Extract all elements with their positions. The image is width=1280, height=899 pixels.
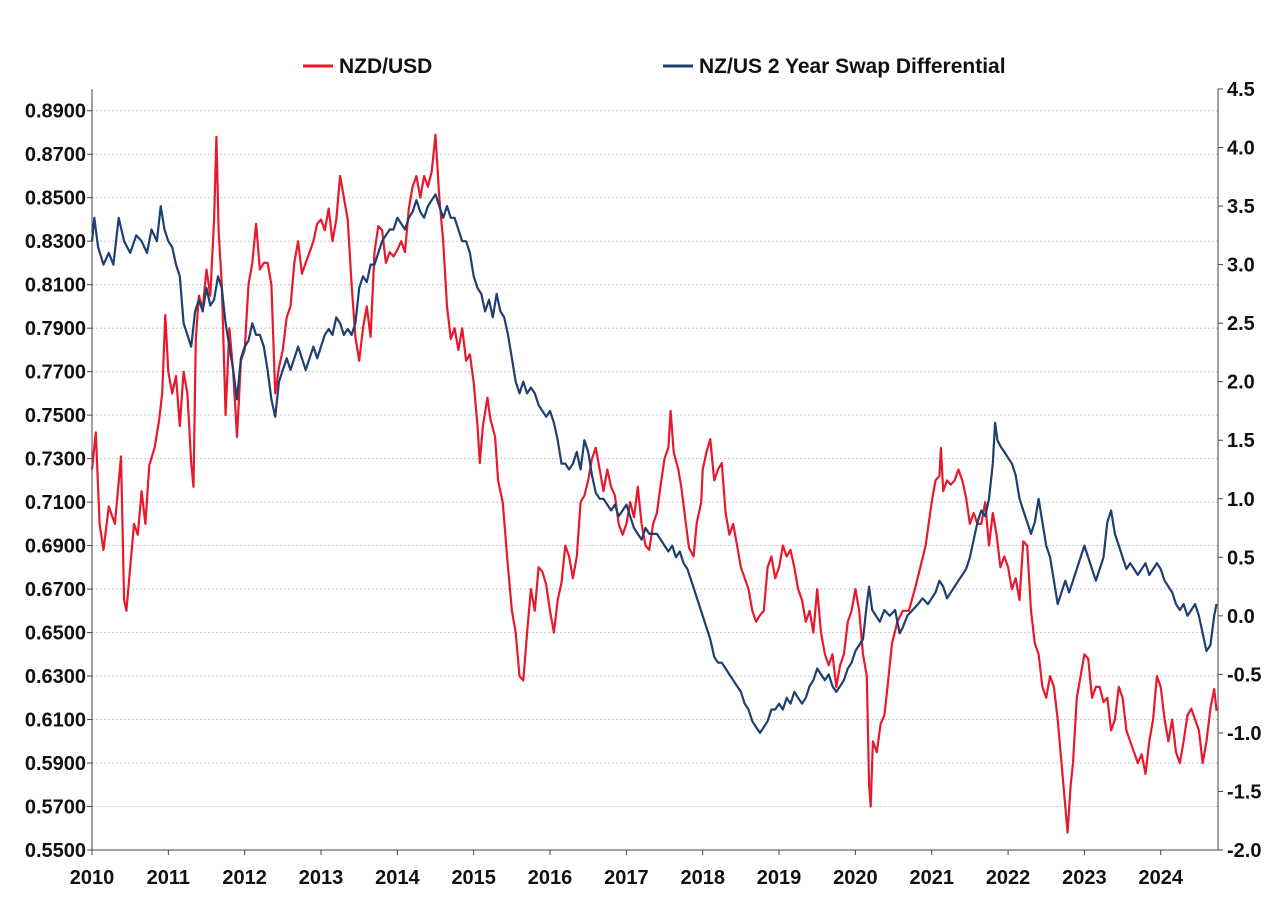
- y-left-tick-label: 0.5900: [25, 753, 86, 775]
- x-tick-label: 2023: [1062, 867, 1107, 889]
- y-right-tick-label: 4.0: [1227, 138, 1255, 160]
- x-tick-label: 2010: [70, 867, 115, 889]
- y-left-tick-label: 0.7900: [25, 318, 86, 340]
- x-tick-label: 2022: [986, 867, 1031, 889]
- legend-label-swap-differential: NZ/US 2 Year Swap Differential: [699, 55, 1006, 78]
- legend-label-nzdusd: NZD/USD: [339, 55, 432, 78]
- x-tick-label: 2018: [680, 867, 725, 889]
- y-right-tick-label: 3.5: [1227, 196, 1255, 218]
- y-left-tick-label: 0.6500: [25, 623, 86, 645]
- y-right-tick-label: 3.0: [1227, 255, 1255, 277]
- y-right-tick-label: 0.0: [1227, 606, 1255, 628]
- axes: 0.5500 0.5700 0.5900 0.6100 0.6300 0.6500 0.67…: [25, 79, 1262, 889]
- y-right-tick-label: 2.0: [1227, 372, 1255, 394]
- y-left-tick-label: 0.7700: [25, 362, 86, 384]
- x-tick-label: 2012: [222, 867, 267, 889]
- y-right-tick-label: 1.0: [1227, 489, 1255, 511]
- y-left-tick-label: 0.6900: [25, 536, 86, 558]
- y-right-tick-label: -1.5: [1227, 781, 1261, 803]
- x-tick-label: 2021: [909, 867, 954, 889]
- y-right-tick-label: -1.0: [1227, 723, 1261, 745]
- y-left-tick-label: 0.8500: [25, 188, 86, 210]
- y-right-tick-label: 2.5: [1227, 313, 1255, 335]
- gridlines: [92, 110, 1218, 808]
- y-left-tick-label: 0.6100: [25, 710, 86, 732]
- y-right-tick-label: 0.5: [1227, 547, 1255, 569]
- x-tick-label: 2017: [604, 867, 649, 889]
- y-left-tick-label: 0.7300: [25, 449, 86, 471]
- x-tick-label: 2014: [375, 867, 420, 889]
- y-right-tick-label: -0.5: [1227, 664, 1261, 686]
- series-lines: [90, 133, 1218, 834]
- y-right-tick-label: 4.5: [1227, 79, 1255, 101]
- x-tick-label: 2020: [833, 867, 878, 889]
- series-line-nzdusd: [90, 133, 1218, 834]
- y-left-tick-label: 0.5700: [25, 797, 86, 819]
- x-tick-label: 2019: [757, 867, 802, 889]
- y-left-tick-label: 0.7500: [25, 405, 86, 427]
- y-left-tick-label: 0.6300: [25, 666, 86, 688]
- legend: NZD/USD NZ/US 2 Year Swap Differential: [303, 55, 1006, 78]
- y-left-tick-label: 0.8900: [25, 101, 86, 123]
- x-tick-label: 2013: [299, 867, 344, 889]
- y-right-tick-label: 1.5: [1227, 430, 1255, 452]
- y-left-tick-label: 0.8300: [25, 231, 86, 253]
- y-left-tick-label: 0.8700: [25, 144, 86, 166]
- x-tick-label: 2015: [451, 867, 496, 889]
- y-left-tick-label: 0.8100: [25, 275, 86, 297]
- x-tick-label: 2016: [528, 867, 573, 889]
- x-tick-label: 2024: [1138, 867, 1183, 889]
- y-left-tick-label: 0.5500: [25, 840, 86, 862]
- y-left-tick-label: 0.6700: [25, 579, 86, 601]
- y-left-tick-label: 0.7100: [25, 492, 86, 514]
- x-tick-label: 2011: [147, 867, 190, 889]
- y-right-tick-label: -2.0: [1227, 840, 1261, 862]
- series-line-swap-differential: [90, 193, 1218, 734]
